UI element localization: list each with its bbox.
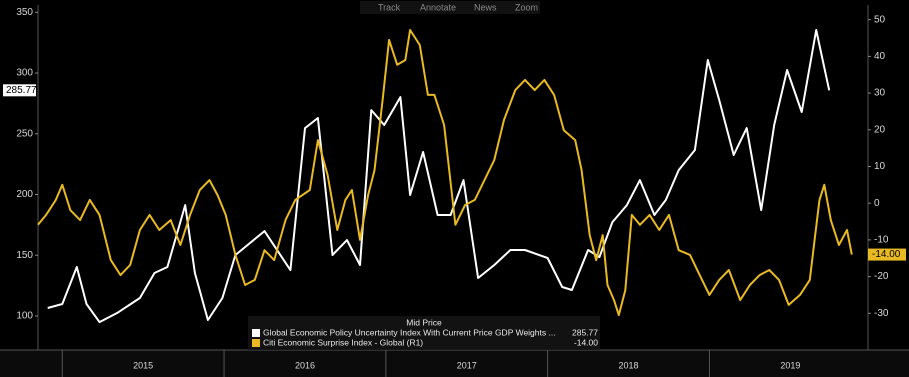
x-tick-label: 2017 [457,360,477,370]
legend-value: -14.00 [574,337,598,347]
y2-tick-label: 0 [874,198,880,209]
toolbar [360,1,540,14]
y-tick-label: 350 [16,7,33,18]
x-tick-label: 2015 [133,360,153,370]
x-tick-label: 2018 [619,360,639,370]
legend-title: Mid Price [406,317,442,327]
legend-value: 285.77 [572,327,598,337]
legend-swatch [252,329,260,337]
last-value-box [3,84,36,97]
y-tick-label: 200 [16,189,33,200]
y2-tick-label: -20 [874,271,889,282]
legend-label: Global Economic Policy Uncertainty Index… [263,327,556,337]
x-tick-label: 2016 [295,360,315,370]
y2-tick-label: 10 [874,161,886,172]
y-tick-label: 100 [16,311,33,322]
y2-tick-label: -30 [874,308,889,319]
y-tick-label: 250 [16,128,33,139]
y2-tick-label: 20 [874,124,886,135]
toolbar-track[interactable]: Track [378,2,401,12]
legend-box [248,316,600,350]
toolbar-annotate[interactable]: Annotate [420,2,456,12]
legend-label: Citi Economic Surprise Index - Global (R… [263,337,423,347]
x-tick-label: 2019 [780,360,800,370]
legend-swatch [252,339,260,347]
last-value-box [868,248,906,261]
series-line [37,29,853,317]
toolbar-zoom[interactable]: Zoom [515,2,538,12]
y2-tick-label: 30 [874,88,886,99]
y2-tick-label: 50 [874,14,886,25]
y2-tick-label: -10 [874,235,889,246]
last-value-label: -14.00 [872,249,901,260]
y-tick-label: 300 [16,68,33,79]
y-tick-label: 150 [16,250,33,261]
last-value-label: 285.77 [6,85,37,96]
x-axis-band [0,350,909,377]
series-line [47,29,831,324]
y2-tick-label: 40 [874,51,886,62]
toolbar-news[interactable]: News [474,2,497,12]
